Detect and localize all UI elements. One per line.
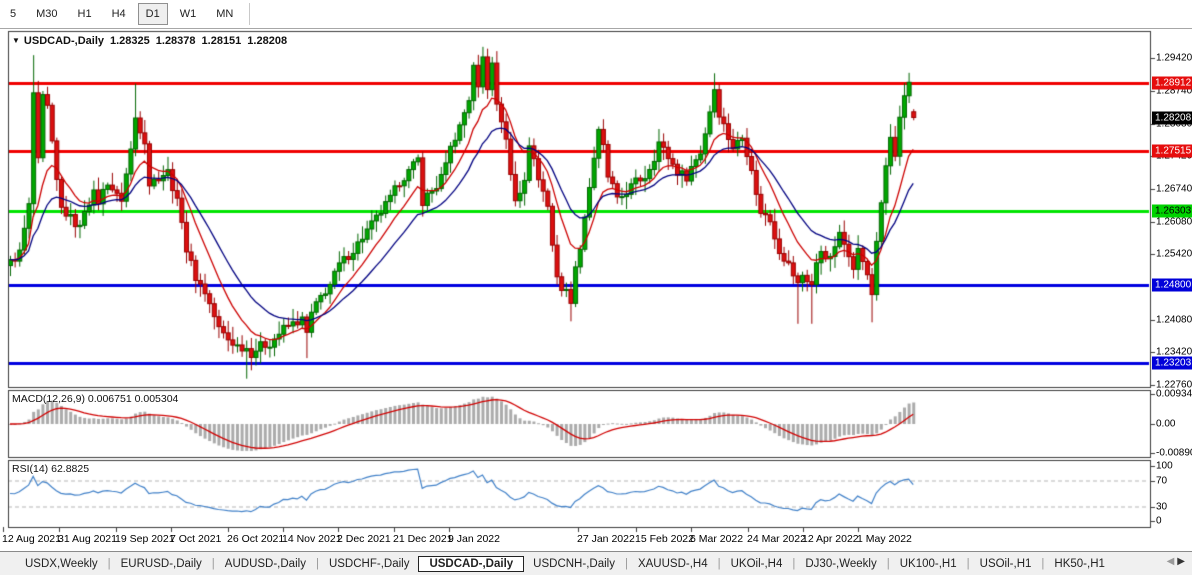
chart-title: ▼ USDCAD-,Daily 1.28325 1.28378 1.28151 1.282… — [12, 35, 293, 47]
rsi-axis-label: 100 — [1156, 460, 1173, 472]
tab-xauusd-h4[interactable]: XAUUSD-,H4 — [637, 558, 708, 570]
tab-scroll-left-icon[interactable]: ◀ — [1166, 556, 1178, 567]
tab-eurusd-daily[interactable]: EURUSD-,Daily — [120, 558, 202, 570]
tab-uk100-h1[interactable]: UK100-,H1 — [899, 558, 957, 570]
ohlc-open: 1.28325 — [110, 35, 150, 47]
date-label: 14 Nov 2021 — [282, 533, 342, 545]
tab-scroll-right-icon[interactable]: ▶ — [1177, 556, 1188, 567]
tab-separator: | — [966, 558, 970, 570]
macd-axis-label: -0.008902 — [1156, 447, 1192, 459]
tab-usdcad-daily[interactable]: USDCAD-,Daily — [418, 556, 525, 572]
tab-separator: | — [624, 558, 628, 570]
tab-usdcnh-daily[interactable]: USDCNH-,Daily — [533, 558, 615, 570]
tab-hk50-h1[interactable]: HK50-,H1 — [1054, 558, 1105, 570]
price-tick-label: 1.24080 — [1156, 314, 1192, 326]
macd-name: MACD(12,26,9) — [12, 393, 85, 405]
tab-separator: | — [315, 558, 319, 570]
price-badge: 1.23203 — [1152, 356, 1192, 370]
price-tick-label: 1.26080 — [1156, 216, 1192, 228]
rsi-value: 62.8825 — [51, 463, 90, 475]
macd-indicator-label: MACD(12,26,9) 0.006751 0.005304 — [12, 393, 178, 405]
tab-usoil-h1[interactable]: USOil-,H1 — [979, 558, 1032, 570]
tab-audusd-daily[interactable]: AUDUSD-,Daily — [224, 558, 306, 570]
tab-ukoil-h4[interactable]: UKOil-,H4 — [730, 558, 783, 570]
rsi-axis-label: 0 — [1156, 515, 1162, 527]
date-label: 15 Feb 2022 — [635, 533, 694, 545]
date-label: 21 Dec 2021 — [393, 533, 453, 545]
rsi-name: RSI(14) — [12, 463, 49, 475]
tab-separator: | — [792, 558, 796, 570]
date-label: 27 Jan 2022 — [577, 533, 635, 545]
date-label: 6 Mar 2022 — [690, 533, 744, 545]
tab-usdx-weekly[interactable]: USDX,Weekly — [25, 558, 98, 570]
rsi-indicator-label: RSI(14) 62.8825 — [12, 463, 89, 475]
ohlc-close: 1.28208 — [247, 35, 288, 47]
tab-scroll-arrows: ◀▶ — [1167, 556, 1188, 567]
price-badge: 1.28912 — [1152, 76, 1192, 90]
rsi-axis-label: 70 — [1156, 475, 1168, 487]
macd-axis-label: 0.009345 — [1156, 388, 1192, 400]
date-label: 7 Oct 2021 — [170, 533, 222, 545]
macd-value: 0.006751 — [87, 393, 132, 405]
tab-usdchf-daily[interactable]: USDCHF-,Daily — [328, 558, 410, 570]
tab-separator: | — [211, 558, 215, 570]
ohlc-low: 1.28151 — [201, 35, 242, 47]
date-label: 12 Aug 2021 — [2, 533, 61, 545]
ohlc-high: 1.28378 — [155, 35, 196, 47]
tab-separator: | — [107, 558, 111, 570]
price-badge: 1.26303 — [1152, 204, 1192, 218]
price-tick-label: 1.26740 — [1156, 183, 1192, 195]
tab-separator: | — [717, 558, 721, 570]
price-tick-label: 1.25420 — [1156, 248, 1192, 260]
price-badge: 1.28208 — [1152, 111, 1192, 124]
price-badge: 1.27515 — [1152, 144, 1192, 158]
date-label: 2 Dec 2021 — [337, 533, 391, 545]
date-label: 9 Jan 2022 — [448, 533, 500, 545]
tab-dj30-weekly[interactable]: DJ30-,Weekly — [805, 558, 877, 570]
date-label: 12 Apr 2022 — [802, 533, 859, 545]
date-label: 1 May 2022 — [857, 533, 912, 545]
date-label: 24 Mar 2022 — [747, 533, 806, 545]
chart-tab-bar: USDX,Weekly | EURUSD-,Daily | AUDUSD-,Daily |… — [0, 551, 1192, 575]
macd-axis-label: 0.00 — [1156, 418, 1176, 430]
date-label: 26 Oct 2021 — [227, 533, 285, 545]
price-tick-label: 1.29420 — [1156, 52, 1192, 64]
date-label: 31 Aug 2021 — [58, 533, 117, 545]
date-label: 19 Sep 2021 — [115, 533, 175, 545]
chart-dropdown-icon[interactable]: ▼ — [12, 36, 20, 45]
price-tick-label: 1.22760 — [1156, 379, 1192, 391]
tab-separator: | — [886, 558, 890, 570]
price-tick-label: 1.28740 — [1156, 85, 1192, 97]
rsi-axis-label: 30 — [1156, 501, 1168, 513]
price-badge: 1.24800 — [1152, 278, 1192, 292]
tab-separator: | — [1041, 558, 1045, 570]
chart-symbol-label: USDCAD-,Daily — [23, 35, 104, 47]
price-tick-label: 1.23420 — [1156, 346, 1192, 358]
macd-signal-value: 0.005304 — [134, 393, 179, 405]
